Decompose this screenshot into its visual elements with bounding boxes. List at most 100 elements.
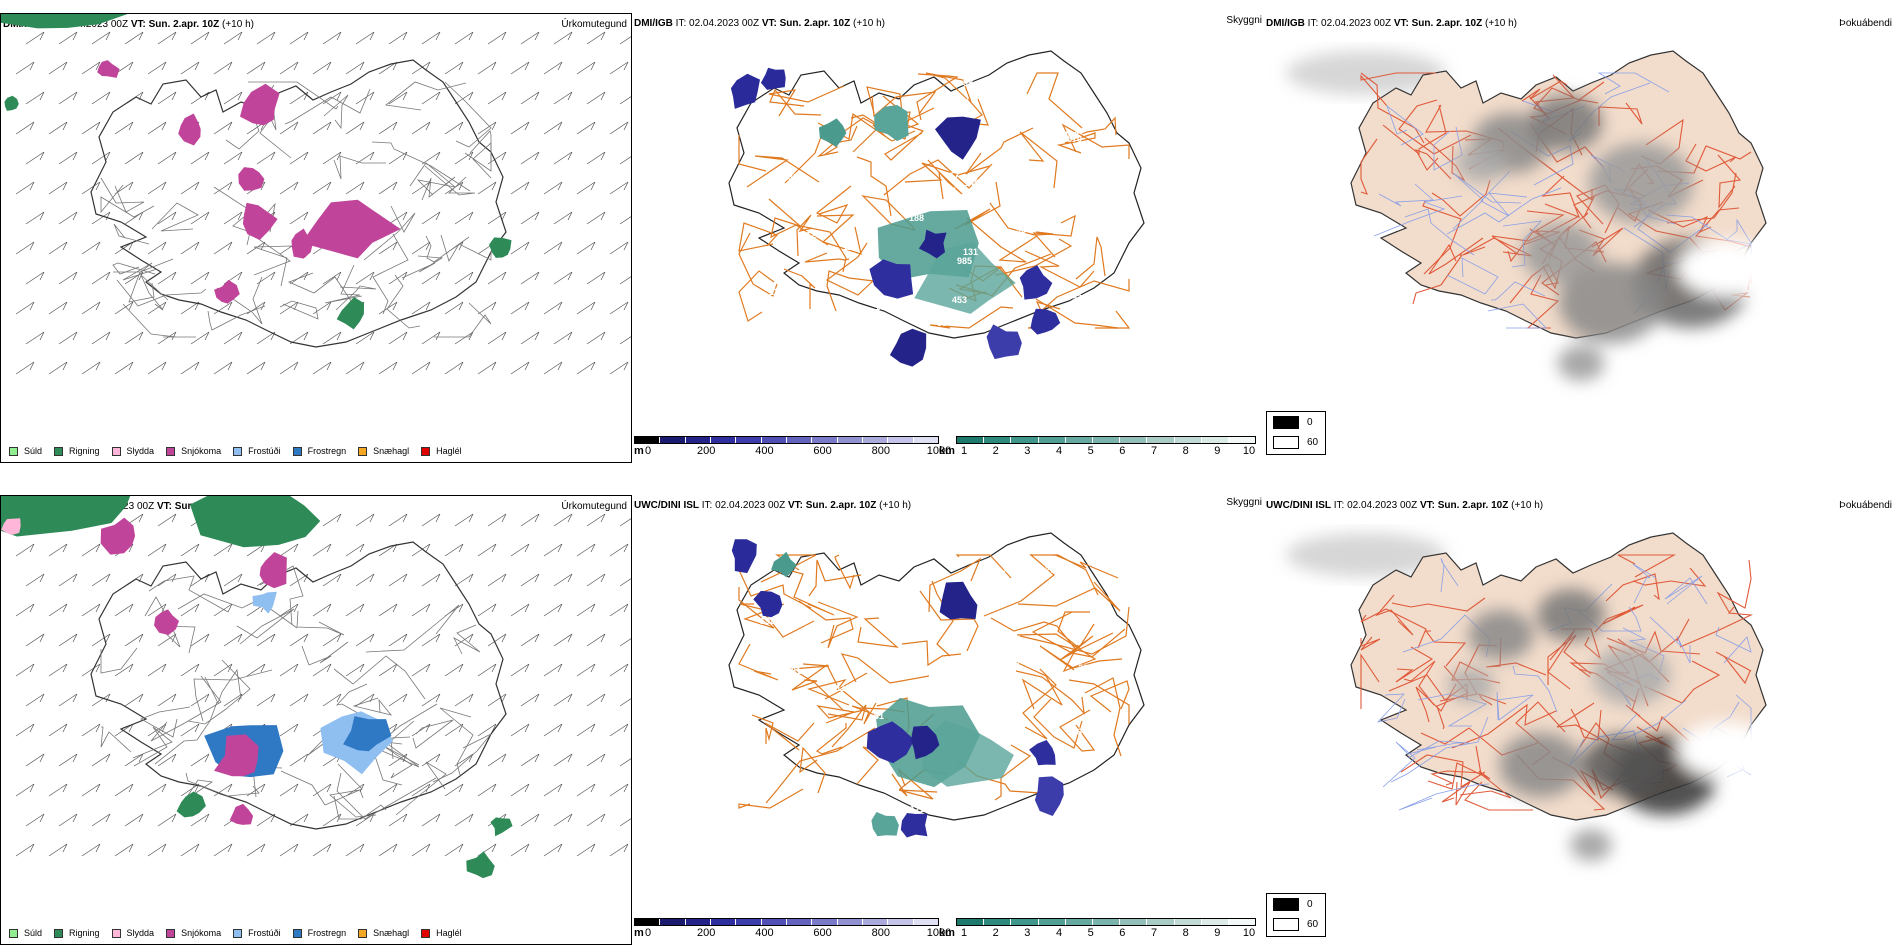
wind-barb xyxy=(454,813,474,827)
legend-swatch xyxy=(9,446,18,456)
road-line xyxy=(1373,195,1463,237)
precip-legend: Súld Rigning Slydda Snjókoma Frostúði Frostre… xyxy=(9,446,474,456)
road-line xyxy=(769,88,822,116)
wind-barb xyxy=(25,813,45,827)
cloud-base-value: 453 xyxy=(952,295,967,305)
precip-map xyxy=(1,14,631,375)
road-line xyxy=(100,177,145,213)
wind-barb xyxy=(81,181,101,195)
wind-barb xyxy=(388,633,408,647)
road-line xyxy=(1480,170,1528,217)
road-line xyxy=(1026,72,1083,129)
colorbar-cell xyxy=(1228,919,1256,925)
wind-barb xyxy=(421,813,441,827)
road-line xyxy=(929,306,1014,329)
road-line xyxy=(100,647,138,674)
visibility-colorbar xyxy=(956,918,1256,926)
cloud-base-value: 61 xyxy=(874,711,884,721)
colorbar-cell xyxy=(635,919,661,925)
precip-area xyxy=(190,496,321,548)
wind-barb xyxy=(312,543,332,557)
wind-barb xyxy=(444,663,464,677)
road-line xyxy=(1412,254,1464,305)
wind-barb xyxy=(312,301,332,315)
precip-legend-item: Frostúði xyxy=(233,928,281,938)
wind-barb xyxy=(114,361,134,375)
visibility-panel-title: Skyggni xyxy=(1226,15,1262,26)
legend-swatch xyxy=(54,446,64,456)
cloud-base-value: 131 xyxy=(976,686,991,696)
wind-barb xyxy=(312,843,332,857)
wind-barb xyxy=(223,693,243,707)
wind-barb xyxy=(15,121,35,135)
wind-barb xyxy=(520,31,540,45)
colorbar-cell xyxy=(913,437,938,443)
fog-field xyxy=(1447,589,1774,861)
valid-time: Sun. 2.apr. 10Z xyxy=(805,500,877,511)
legend-swatch xyxy=(233,446,243,456)
wind-barb xyxy=(345,543,365,557)
legend-swatch xyxy=(111,446,121,456)
wind-barb xyxy=(454,693,474,707)
wind-barb xyxy=(157,331,177,345)
wind-barb xyxy=(586,693,606,707)
wind-barb xyxy=(81,361,101,375)
cloudbase-tick: 600 xyxy=(813,445,832,457)
wind-barb xyxy=(289,31,309,45)
wind-barb xyxy=(388,31,408,45)
wind-barb xyxy=(444,843,464,857)
road-line xyxy=(1452,172,1522,230)
cloudbase-colorbar xyxy=(634,436,939,444)
wind-barb xyxy=(619,156,631,165)
wind-barb xyxy=(553,633,573,647)
wind-barb xyxy=(58,331,78,345)
wind-barb xyxy=(246,61,266,75)
cloud-base-value: 119 xyxy=(843,242,858,252)
colorbar-cell xyxy=(1201,437,1229,443)
road-line xyxy=(1717,154,1742,209)
wind-barb xyxy=(444,723,464,737)
wind-barb xyxy=(543,241,563,255)
precip-area xyxy=(301,199,401,259)
precip-area xyxy=(242,202,278,240)
colorbar-cell xyxy=(1065,919,1093,925)
road-line xyxy=(1428,237,1484,275)
cloud-base-value: 165 xyxy=(928,305,943,315)
wind-barb xyxy=(81,301,101,315)
road-line xyxy=(453,624,481,655)
wind-barb xyxy=(15,361,35,375)
wind-barb xyxy=(609,843,629,857)
road-line xyxy=(796,214,813,257)
road-line xyxy=(1019,606,1130,655)
wind-barb xyxy=(619,578,631,587)
wind-barb xyxy=(619,638,631,647)
wind-barb xyxy=(510,663,530,677)
cloud-base-value: 570 xyxy=(1067,134,1082,144)
wind-barb xyxy=(454,513,474,527)
wind-barb xyxy=(477,543,497,557)
road-line xyxy=(279,300,319,320)
precip-area xyxy=(1030,308,1061,335)
legend-label: Súld xyxy=(24,446,43,456)
cloud-base-value: 123 xyxy=(917,624,932,634)
road-line xyxy=(386,274,421,329)
fog-legend-label: 0 xyxy=(1307,417,1313,428)
road-line xyxy=(213,186,252,246)
wind-barb xyxy=(510,603,530,617)
wind-barb xyxy=(345,181,365,195)
wind-barb xyxy=(322,331,342,345)
wind-barb xyxy=(543,663,563,677)
wind-barb xyxy=(543,783,563,797)
wind-barb xyxy=(223,331,243,345)
road-line xyxy=(1019,131,1058,189)
wind-barb xyxy=(586,331,606,345)
cloud-base-value: 443 xyxy=(1053,196,1068,206)
wind-barb xyxy=(388,813,408,827)
wind-barb xyxy=(91,31,111,45)
colorbar-cell xyxy=(1201,919,1229,925)
wind-barb xyxy=(553,151,573,165)
road-line xyxy=(1016,633,1097,673)
wind-barb xyxy=(510,121,530,135)
legend-swatch xyxy=(111,928,121,938)
wind-barb xyxy=(223,91,243,105)
